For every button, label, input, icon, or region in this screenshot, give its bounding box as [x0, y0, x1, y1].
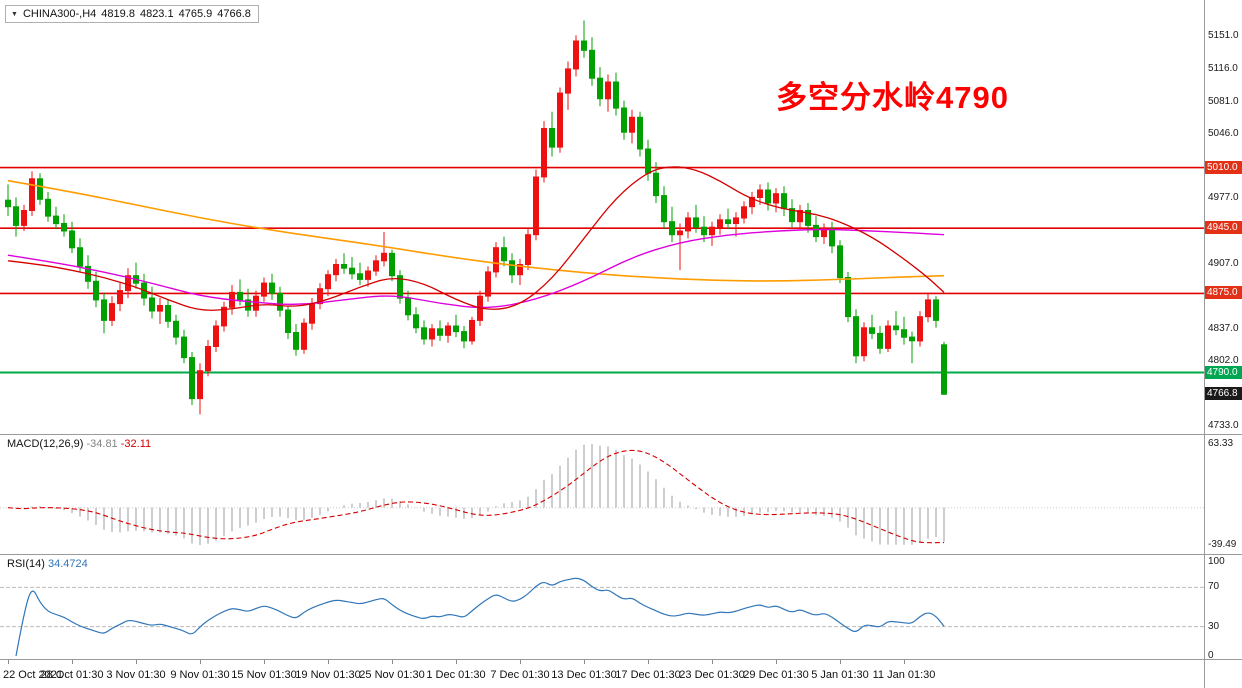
time-axis-label: 23 Dec 01:30 — [679, 669, 745, 681]
high-value: 4823.1 — [139, 8, 174, 20]
time-axis-label: 3 Nov 01:30 — [106, 669, 166, 681]
time-tick — [648, 660, 649, 664]
rsi-label: RSI(14) 34.4724 — [7, 558, 88, 570]
axis-tick-label: 4837.0 — [1208, 322, 1239, 334]
axis-tick-label: 4802.0 — [1208, 355, 1239, 367]
time-tick — [392, 660, 393, 664]
axis-tick-label: 4977.0 — [1208, 192, 1239, 204]
time-axis-label: 22 Oct 2021 — [3, 669, 63, 681]
chart-text-annotation[interactable]: 多空分水岭4790 — [776, 80, 1009, 115]
axis-tick-label: 4733.0 — [1208, 419, 1239, 431]
price-axis[interactable]: 5151.0 5116.0 5081.0 5046.0 4977.0 4907.0 4837… — [1205, 0, 1242, 688]
axis-tick-label: 5046.0 — [1208, 128, 1239, 140]
time-tick — [904, 660, 905, 664]
axis-separator — [1204, 0, 1205, 688]
time-axis-label: 5 Jan 01:30 — [811, 669, 869, 681]
price-badge: 4875.0 — [1205, 286, 1242, 300]
time-tick — [712, 660, 713, 664]
candlestick-chart[interactable] — [0, 0, 1204, 434]
macd-signal-line — [7, 449, 944, 544]
time-axis[interactable]: 22 Oct 2021 28 Oct 01:30 3 Nov 01:30 9 Nov … — [0, 660, 1242, 688]
time-axis-label: 15 Nov 01:30 — [231, 669, 297, 681]
rsi-indicator-chart[interactable] — [0, 555, 1204, 659]
time-tick — [584, 660, 585, 664]
chart-ohlc-header: ▼ CHINA300-,H4 4819.8 4823.1 4765.9 4766… — [5, 5, 259, 23]
time-tick — [840, 660, 841, 664]
axis-tick-label: 5081.0 — [1208, 95, 1239, 107]
time-tick — [72, 660, 73, 664]
macd-indicator-chart[interactable] — [0, 435, 1204, 554]
macd-main-value: -34.81 — [86, 438, 118, 450]
axis-tick-label: 30 — [1208, 620, 1220, 632]
symbol-marker-icon: ▼ — [11, 10, 18, 18]
panel-separator — [0, 434, 1242, 435]
macd-signal-value: -32.11 — [120, 438, 152, 450]
time-axis-label: 28 Oct 01:30 — [40, 669, 104, 681]
panel-separator — [0, 554, 1242, 555]
axis-tick-label: 0 — [1208, 650, 1214, 661]
rsi-name: RSI(14) — [7, 558, 45, 570]
time-tick — [520, 660, 521, 664]
price-badge: 5010.0 — [1205, 160, 1242, 174]
panel-separator — [0, 659, 1242, 660]
macd-histogram — [15, 444, 945, 545]
low-value: 4765.9 — [178, 8, 213, 20]
time-tick — [456, 660, 457, 664]
ma-slow-orange — [7, 179, 945, 282]
axis-tick-label: 63.33 — [1208, 438, 1234, 449]
time-tick — [8, 660, 9, 664]
ma-smooth-red — [7, 166, 945, 311]
time-axis-label: 7 Dec 01:30 — [490, 669, 550, 681]
axis-tick-label: 5116.0 — [1208, 62, 1238, 74]
time-tick — [264, 660, 265, 664]
time-axis-label: 19 Nov 01:30 — [295, 669, 361, 681]
time-tick — [776, 660, 777, 664]
axis-tick-label: 100 — [1208, 556, 1225, 567]
candles — [5, 20, 947, 415]
price-badge: 4790.0 — [1205, 365, 1242, 379]
macd-panel[interactable]: MACD(12,26,9) -34.81 -32.11 — [0, 435, 1204, 554]
time-axis-label: 9 Nov 01:30 — [170, 669, 230, 681]
time-axis-label: 11 Jan 01:30 — [872, 669, 936, 681]
rsi-line — [15, 577, 945, 657]
time-axis-label: 17 Dec 01:30 — [615, 669, 681, 681]
price-badge: 4766.8 — [1205, 387, 1242, 401]
axis-tick-label: 70 — [1208, 581, 1220, 593]
time-tick — [136, 660, 137, 664]
close-value: 4766.8 — [217, 8, 251, 20]
axis-tick-label: 5151.0 — [1208, 30, 1239, 42]
open-value: 4819.8 — [101, 8, 135, 20]
time-tick — [328, 660, 329, 664]
macd-name: MACD(12,26,9) — [7, 438, 84, 450]
price-badge: 4945.0 — [1205, 221, 1242, 235]
macd-label: MACD(12,26,9) -34.81 -32.11 — [7, 438, 151, 450]
ma-mid-magenta — [7, 228, 945, 309]
rsi-panel[interactable]: RSI(14) 34.4724 — [0, 555, 1204, 659]
time-axis-label: 29 Dec 01:30 — [743, 669, 809, 681]
time-axis-label: 1 Dec 01:30 — [426, 669, 486, 681]
rsi-value: 34.4724 — [47, 558, 88, 570]
time-axis-label: 13 Dec 01:30 — [551, 669, 617, 681]
axis-tick-label: 4907.0 — [1208, 257, 1239, 269]
symbol-timeframe-label: CHINA300-,H4 — [22, 8, 97, 20]
time-tick — [200, 660, 201, 664]
price-chart-panel[interactable] — [0, 0, 1204, 434]
axis-tick-label: -39.49 — [1208, 539, 1237, 550]
time-axis-label: 25 Nov 01:30 — [359, 669, 425, 681]
